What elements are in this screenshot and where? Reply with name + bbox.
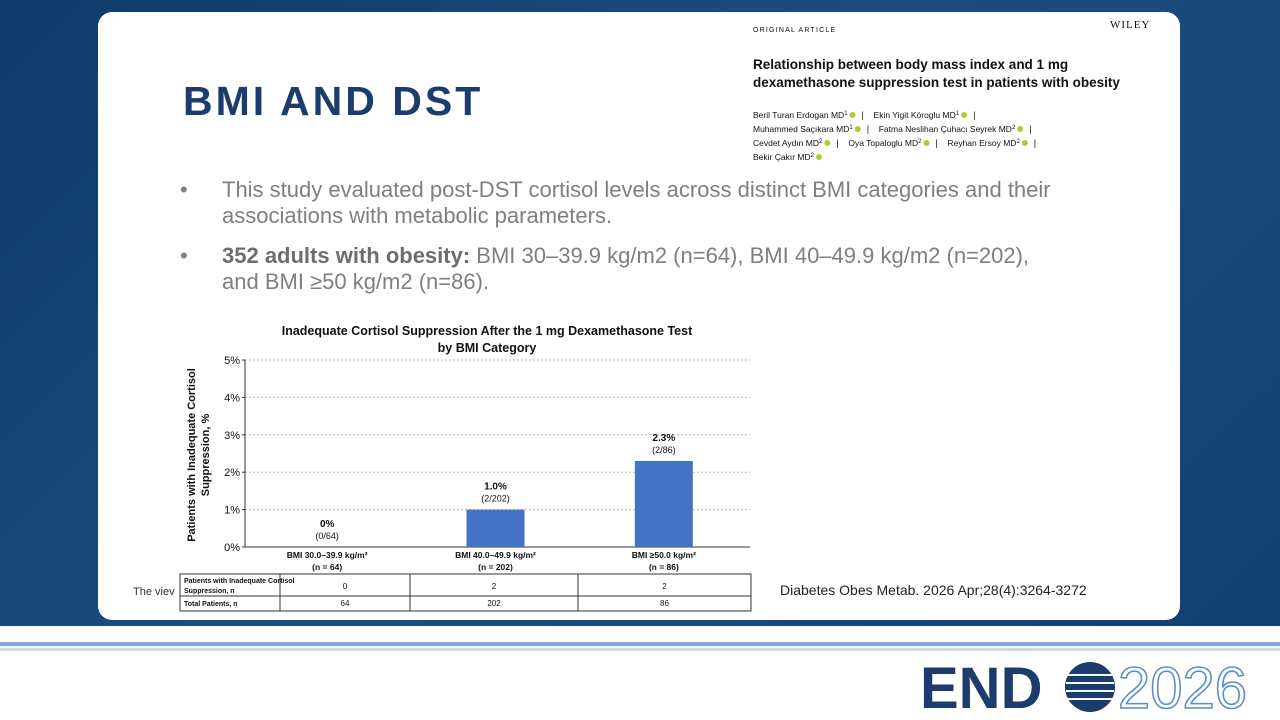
author-name: Cevdet Aydın MD bbox=[753, 138, 819, 148]
orcid-icon bbox=[923, 140, 930, 146]
bullet-bold: 352 adults with obesity: bbox=[222, 243, 471, 268]
x-tick-label: BMI 30.0–39.9 kg/m² bbox=[287, 550, 368, 560]
table-row-label: Patients with Inadequate Cortisol Suppres… bbox=[184, 578, 295, 595]
y-tick-label: 5% bbox=[224, 355, 240, 367]
partial-text: The viev bbox=[133, 586, 175, 598]
separator: | bbox=[935, 138, 937, 148]
separator: | bbox=[867, 124, 869, 134]
bar bbox=[634, 460, 693, 547]
separator: | bbox=[973, 110, 975, 120]
orcid-icon bbox=[1021, 140, 1028, 146]
count-label: (2/86) bbox=[652, 445, 676, 455]
author: Reyhan Ersoy MD2 bbox=[947, 138, 1020, 148]
chart-title: by BMI Category bbox=[438, 341, 537, 355]
slide-title: BMI AND DST bbox=[183, 78, 484, 124]
table-row-label-line: Suppression, n bbox=[184, 588, 235, 595]
separator: | bbox=[862, 110, 864, 120]
author: Ekin Yigit Köroglu MD1 bbox=[874, 110, 960, 120]
bullet-text: BMI 30–39.9 kg/m2 (n=64), BMI 40–49.9 kg… bbox=[222, 243, 1030, 294]
table-cell: 64 bbox=[341, 599, 350, 608]
value-label: 1.0% bbox=[484, 482, 507, 493]
author-name: Bekir Çakır MD bbox=[753, 152, 811, 162]
author-affiliation: 1 bbox=[844, 111, 848, 117]
article-title: dexamethasone suppression test in patien… bbox=[753, 75, 1120, 90]
value-label: 2.3% bbox=[652, 433, 675, 444]
y-axis-label-line: Suppression, % bbox=[200, 414, 212, 497]
author-name: Oya Topaloglu MD bbox=[848, 138, 918, 148]
author-name: Ekin Yigit Köroglu MD bbox=[874, 110, 956, 120]
author: Cevdet Aydın MD2 bbox=[753, 138, 823, 148]
x-tick-note: (n = 202) bbox=[478, 562, 513, 572]
bar bbox=[466, 509, 525, 547]
bullet-text: This study evaluated post-DST cortisol l… bbox=[222, 177, 1051, 228]
table-border bbox=[179, 573, 752, 612]
bullet: This study evaluated post-DST cortisol l… bbox=[180, 177, 1060, 229]
logo-left: END bbox=[920, 656, 1042, 720]
table-row-label-line: Patients with Inadequate Cortisol bbox=[184, 578, 295, 585]
table-row-label: Total Patients, n bbox=[184, 601, 238, 608]
article-label: ORIGINAL ARTICLE bbox=[753, 27, 836, 34]
orcid-icon bbox=[1017, 126, 1024, 132]
author-affiliation: 2 bbox=[819, 139, 823, 145]
table-cell: 2 bbox=[492, 582, 497, 591]
logo-right: 2026 bbox=[1118, 656, 1247, 720]
author: Muhammed Saçıkara MD1 bbox=[753, 124, 853, 134]
separator: | bbox=[1034, 138, 1036, 148]
table-cell: 0 bbox=[343, 582, 348, 591]
table-cell: 86 bbox=[660, 599, 669, 608]
author-name: Beril Turan Erdogan MD bbox=[753, 110, 844, 120]
footer-band bbox=[0, 626, 1280, 720]
count-label: (2/202) bbox=[481, 494, 510, 504]
orcid-icon bbox=[815, 154, 822, 160]
y-tick-label: 0% bbox=[224, 542, 240, 554]
y-tick-label: 2% bbox=[224, 467, 240, 479]
orcid-icon bbox=[824, 140, 831, 146]
y-tick-label: 1% bbox=[224, 505, 240, 517]
article-title: Relationship between body mass index and… bbox=[753, 57, 1068, 72]
table-cell: 202 bbox=[487, 599, 501, 608]
author-affiliation: 2 bbox=[918, 139, 922, 145]
author-affiliation: 1 bbox=[849, 125, 853, 131]
bullet: 352 adults with obesity: BMI 30–39.9 kg/… bbox=[180, 243, 1060, 295]
table-cell: 2 bbox=[662, 582, 667, 591]
separator: | bbox=[836, 138, 838, 148]
y-axis-label: Patients with Inadequate Cortisol Suppres… bbox=[186, 368, 212, 542]
author-name: Fatma Neslihan Çuhacı Seyrek MD bbox=[879, 124, 1012, 134]
publisher: WILEY bbox=[1110, 19, 1150, 31]
bullet-list: This study evaluated post-DST cortisol l… bbox=[180, 177, 1060, 309]
x-tick-note: (n = 86) bbox=[649, 562, 679, 572]
author: Fatma Neslihan Çuhacı Seyrek MD2 bbox=[879, 124, 1016, 134]
orcid-icon bbox=[849, 112, 856, 118]
x-tick-note: (n = 64) bbox=[312, 562, 342, 572]
author-affiliation: 1 bbox=[956, 111, 960, 117]
author-affiliation: 2 bbox=[811, 153, 815, 159]
author-name: Reyhan Ersoy MD bbox=[947, 138, 1016, 148]
y-tick-label: 4% bbox=[224, 392, 240, 404]
author: Bekir Çakır MD2 bbox=[753, 152, 815, 162]
x-tick-label: BMI ≥50.0 kg/m² bbox=[632, 550, 696, 560]
orcid-icon bbox=[854, 126, 861, 132]
x-tick-label: BMI 40.0–49.9 kg/m² bbox=[455, 550, 536, 560]
value-label: 0% bbox=[320, 519, 335, 530]
logo-globe bbox=[1065, 662, 1115, 712]
separator: | bbox=[1029, 124, 1031, 134]
author: Oya Topaloglu MD2 bbox=[848, 138, 922, 148]
author-name: Muhammed Saçıkara MD bbox=[753, 124, 849, 134]
y-axis-label-line: Patients with Inadequate Cortisol bbox=[186, 368, 198, 542]
author-affiliation: 2 bbox=[1016, 139, 1020, 145]
orcid-icon bbox=[961, 112, 968, 118]
author-affiliation: 2 bbox=[1012, 125, 1016, 131]
chart-title: Inadequate Cortisol Suppression After th… bbox=[282, 324, 693, 338]
count-label: (0/64) bbox=[315, 531, 339, 541]
author: Beril Turan Erdogan MD1 bbox=[753, 110, 848, 120]
y-tick-label: 3% bbox=[224, 430, 240, 442]
citation: Diabetes Obes Metab. 2026 Apr;28(4):3264… bbox=[780, 582, 1087, 598]
